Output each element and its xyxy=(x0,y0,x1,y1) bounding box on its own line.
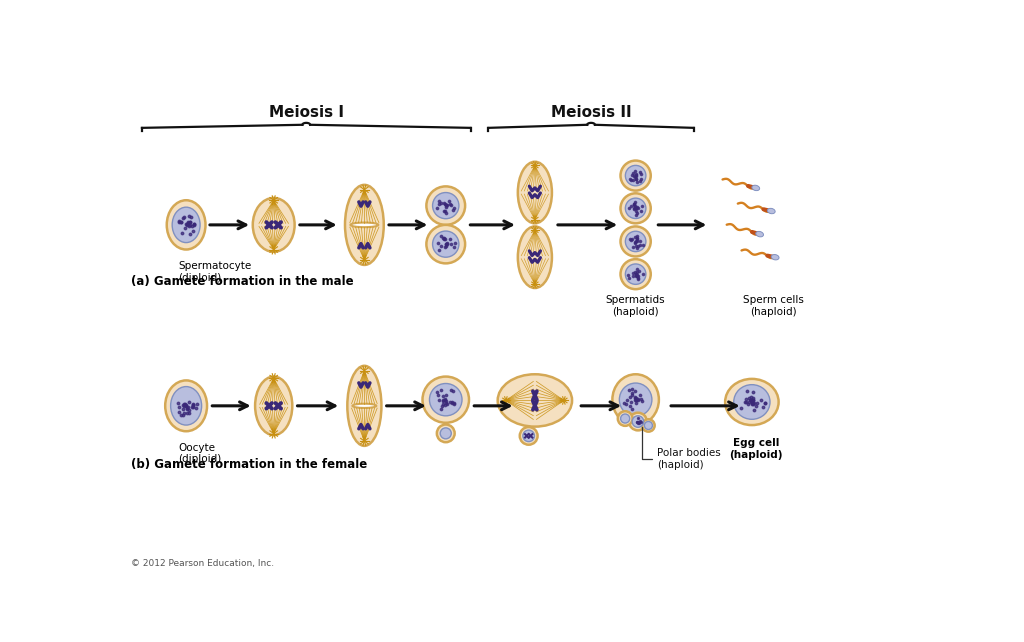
Ellipse shape xyxy=(426,186,465,225)
Ellipse shape xyxy=(426,225,465,263)
Ellipse shape xyxy=(350,223,378,227)
Ellipse shape xyxy=(437,424,455,442)
Ellipse shape xyxy=(626,198,646,218)
Ellipse shape xyxy=(523,430,535,442)
Ellipse shape xyxy=(620,383,652,416)
Ellipse shape xyxy=(626,231,646,252)
Ellipse shape xyxy=(642,419,654,431)
Ellipse shape xyxy=(165,381,207,431)
Ellipse shape xyxy=(167,200,206,250)
Text: Spermatocyte
(diploid): Spermatocyte (diploid) xyxy=(178,261,252,282)
Text: Oocyte
(diploid): Oocyte (diploid) xyxy=(178,443,221,464)
Ellipse shape xyxy=(621,259,650,289)
Ellipse shape xyxy=(756,231,764,237)
Ellipse shape xyxy=(423,377,469,423)
Ellipse shape xyxy=(771,254,779,260)
Ellipse shape xyxy=(626,264,646,284)
Ellipse shape xyxy=(432,231,459,257)
Ellipse shape xyxy=(432,193,459,219)
Ellipse shape xyxy=(518,227,552,288)
Text: Polar bodies
(haploid): Polar bodies (haploid) xyxy=(642,427,721,470)
Ellipse shape xyxy=(626,166,646,186)
Ellipse shape xyxy=(172,207,200,243)
Ellipse shape xyxy=(345,185,384,265)
Ellipse shape xyxy=(253,198,295,252)
Ellipse shape xyxy=(725,379,778,425)
Text: Spermatids
(haploid): Spermatids (haploid) xyxy=(606,295,666,317)
Ellipse shape xyxy=(629,413,647,430)
Ellipse shape xyxy=(347,366,381,446)
Text: © 2012 Pearson Education, Inc.: © 2012 Pearson Education, Inc. xyxy=(131,559,274,568)
Ellipse shape xyxy=(498,374,572,427)
Text: Meiosis I: Meiosis I xyxy=(268,105,344,120)
Text: Egg cell
(haploid): Egg cell (haploid) xyxy=(729,438,782,460)
Ellipse shape xyxy=(621,414,630,423)
Ellipse shape xyxy=(767,208,775,214)
Text: Meiosis II: Meiosis II xyxy=(551,105,632,120)
Ellipse shape xyxy=(621,193,650,223)
Text: (b) Gamete formation in the female: (b) Gamete formation in the female xyxy=(131,458,368,471)
Ellipse shape xyxy=(440,428,452,439)
Ellipse shape xyxy=(621,160,650,191)
Ellipse shape xyxy=(752,185,760,191)
Ellipse shape xyxy=(255,377,292,435)
Ellipse shape xyxy=(518,162,552,223)
Ellipse shape xyxy=(734,385,770,419)
Ellipse shape xyxy=(644,421,652,429)
Ellipse shape xyxy=(520,427,538,445)
Ellipse shape xyxy=(617,412,633,426)
Ellipse shape xyxy=(352,404,376,408)
Text: Sperm cells
(haploid): Sperm cells (haploid) xyxy=(743,295,804,317)
Ellipse shape xyxy=(429,383,462,416)
Ellipse shape xyxy=(612,374,658,425)
Ellipse shape xyxy=(171,386,202,425)
Ellipse shape xyxy=(621,227,650,256)
Text: (a) Gamete formation in the male: (a) Gamete formation in the male xyxy=(131,275,353,288)
Ellipse shape xyxy=(632,416,644,428)
